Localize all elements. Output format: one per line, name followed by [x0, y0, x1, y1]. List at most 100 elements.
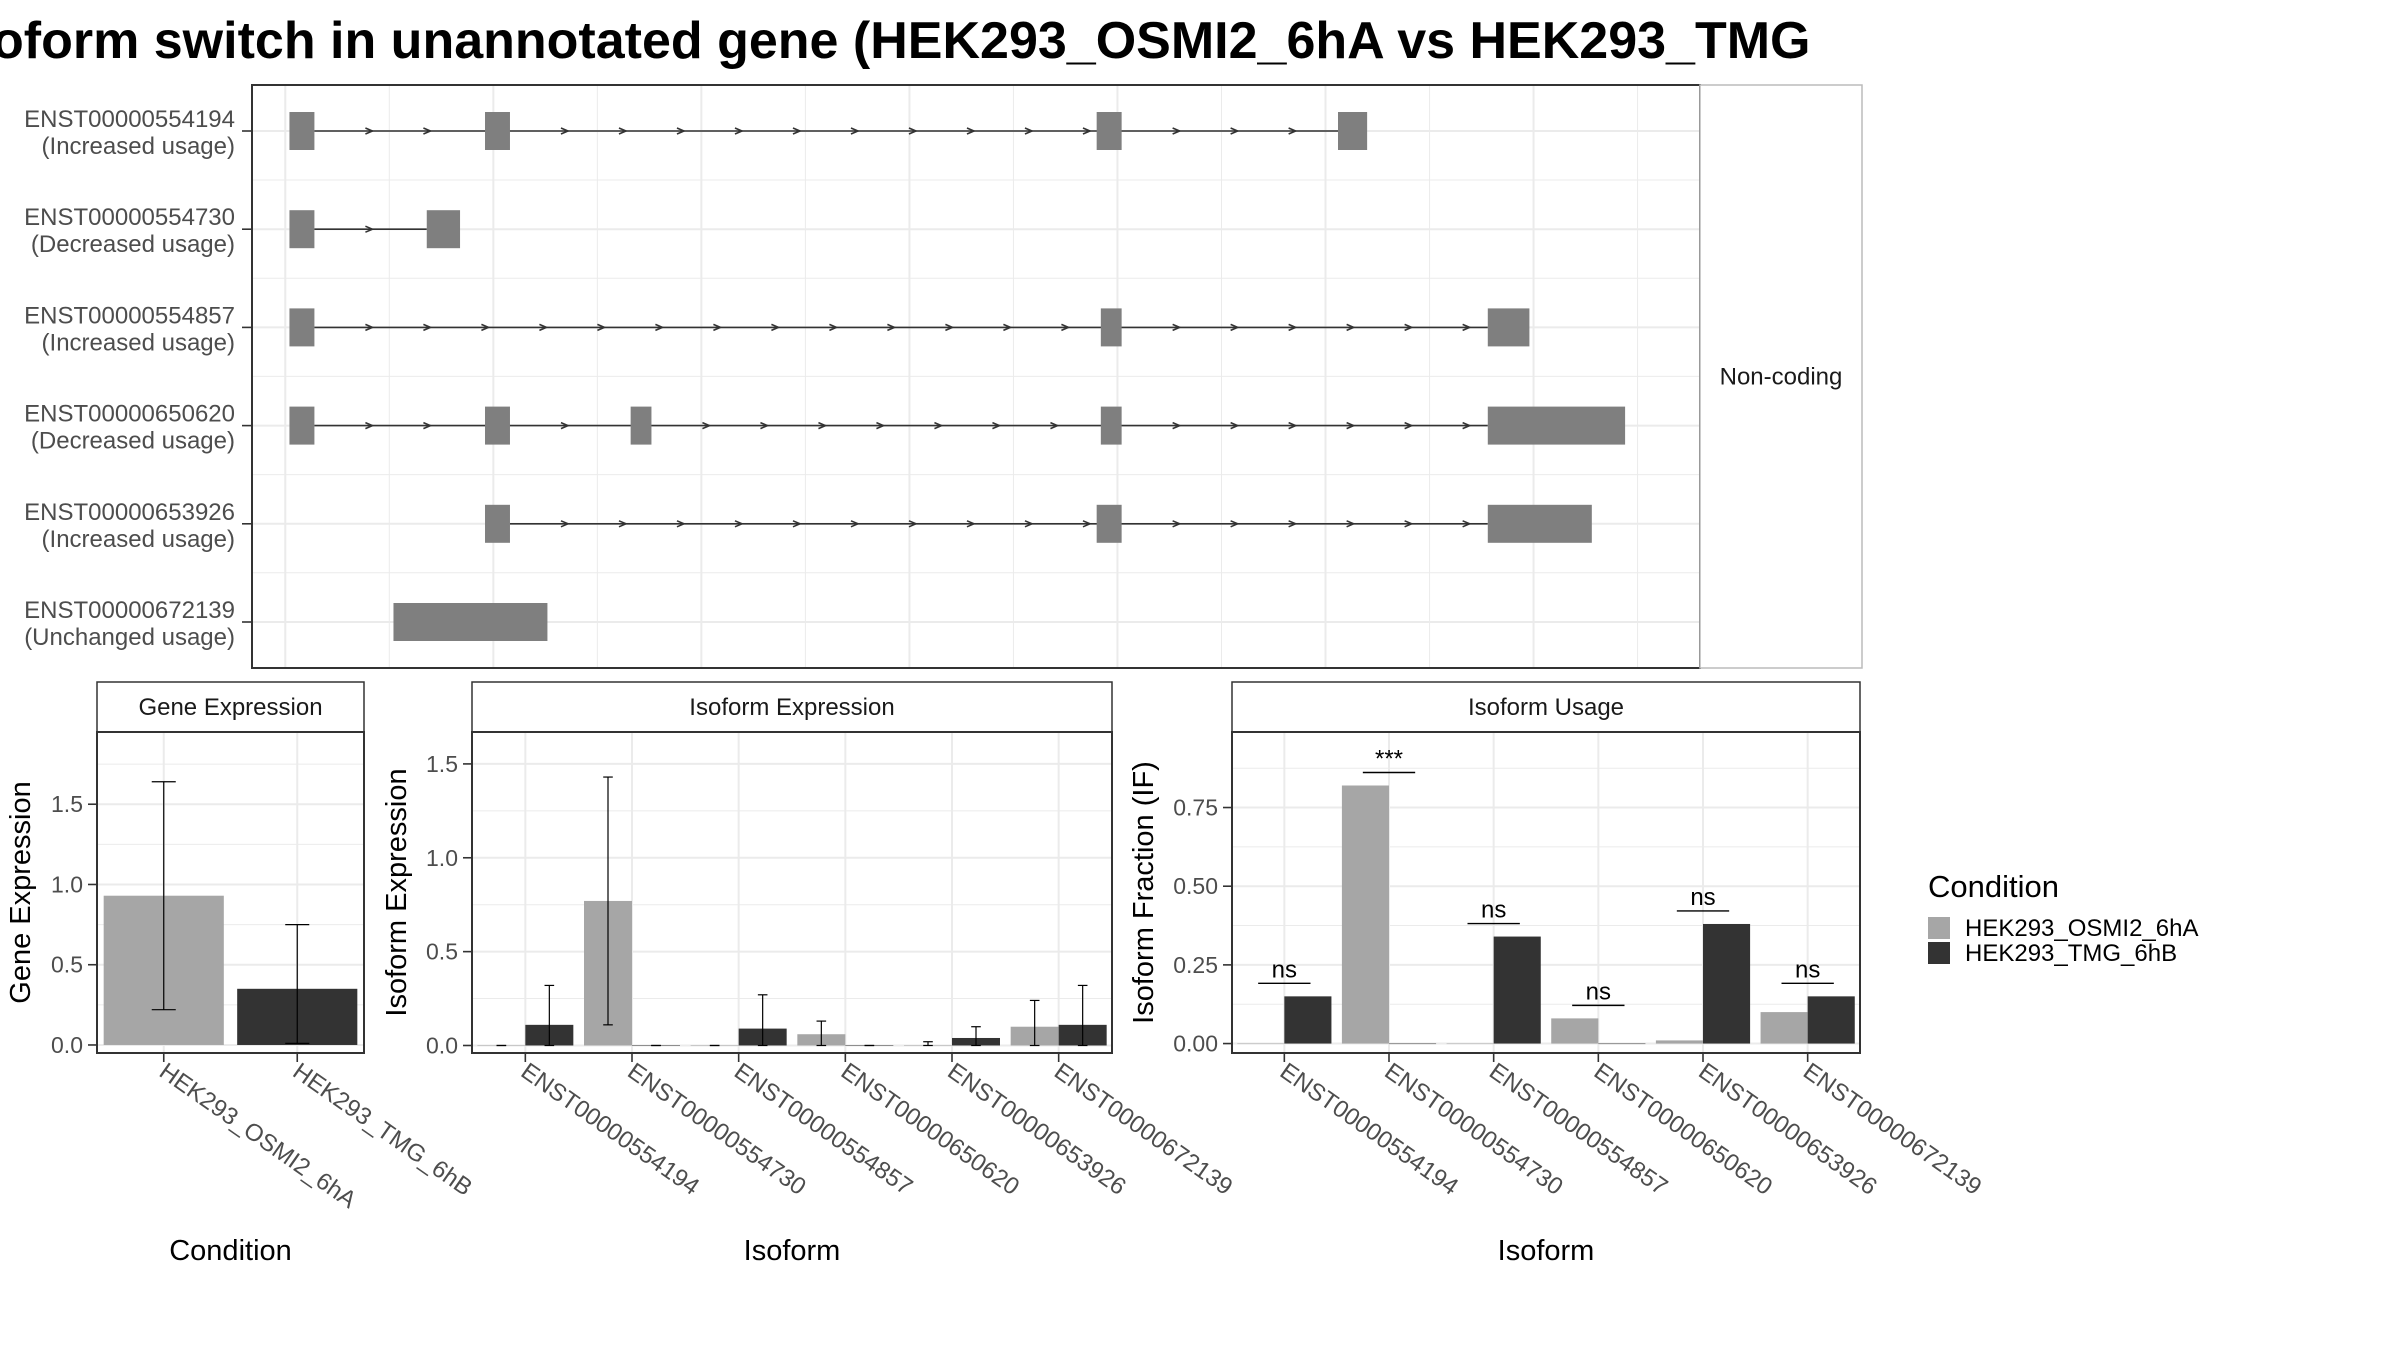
transcript-usage-label: (Decreased usage)	[31, 231, 235, 258]
intron-arrow	[423, 323, 433, 332]
panel-border	[96, 731, 365, 1054]
intron-arrow	[655, 323, 665, 332]
exon-block	[393, 603, 548, 641]
intron-arrow	[734, 127, 745, 135]
legend-title: Condition	[1928, 869, 2059, 904]
data-bar	[1703, 923, 1751, 1044]
panel-strip	[471, 681, 1113, 733]
facet-strip	[1699, 84, 1863, 669]
intron-arrow	[908, 127, 919, 135]
panel-border	[471, 731, 1113, 1054]
intron-arrow	[1003, 323, 1013, 332]
intron-arrow	[713, 323, 723, 332]
intron-arrow	[365, 225, 375, 233]
intron-arrow	[966, 520, 977, 528]
x-tick-label: ENST00000554730	[623, 1058, 811, 1201]
y-tick-label: 0.25	[1173, 952, 1218, 978]
panel-border	[1231, 731, 1861, 1054]
intron-arrow	[1024, 127, 1035, 135]
significance-label: ns	[1272, 956, 1297, 983]
intron-arrow	[1230, 127, 1240, 135]
data-bar	[1760, 1012, 1808, 1044]
exon-block	[1096, 112, 1122, 150]
x-tick-label: ENST00000554194	[1275, 1058, 1463, 1201]
significance-label: ns	[1690, 884, 1715, 911]
intron-arrow	[792, 520, 803, 528]
intron-arrow	[1346, 421, 1356, 430]
significance-label: ns	[1481, 897, 1506, 924]
exon-block	[1487, 504, 1592, 543]
x-tick-label: ENST00000672139	[1049, 1058, 1237, 1201]
exon-block	[289, 406, 315, 445]
intron-arrow	[829, 323, 839, 332]
legend-swatch	[1928, 942, 1950, 964]
y-tick-label: 0.50	[1173, 873, 1218, 899]
exon-block	[1096, 504, 1122, 543]
y-tick-label: 0.0	[426, 1032, 458, 1058]
intron-arrow	[618, 520, 629, 528]
intron-arrow	[676, 127, 687, 135]
intron-arrow	[423, 421, 433, 430]
panel-strip-label: Gene Expression	[138, 694, 322, 721]
intron-arrow	[1172, 520, 1182, 528]
intron-arrow	[1462, 421, 1472, 430]
transcript-usage-label: (Decreased usage)	[31, 428, 235, 455]
intron-arrow	[1172, 421, 1182, 430]
intron-arrow	[818, 421, 828, 430]
x-tick-label: ENST00000672139	[1798, 1058, 1986, 1201]
y-tick-label: 0.0	[51, 1032, 83, 1058]
transcript-id-label: ENST00000672139	[24, 597, 235, 624]
intron-arrow	[1462, 520, 1472, 528]
intron-arrow	[1346, 323, 1356, 332]
x-axis-title: Isoform	[744, 1235, 841, 1267]
intron-arrow	[1462, 323, 1472, 332]
intron-arrow	[1230, 421, 1240, 430]
x-tick-label: ENST00000650620	[1589, 1058, 1777, 1201]
intron-arrow	[1288, 323, 1298, 332]
panel-strip-label: Isoform Expression	[689, 694, 894, 721]
intron-arrow	[1404, 323, 1414, 332]
exon-block	[1100, 406, 1122, 445]
intron-arrow	[560, 421, 571, 430]
data-bar	[1284, 996, 1332, 1044]
exon-block	[426, 210, 461, 249]
intron-arrow	[560, 127, 571, 135]
intron-arrow	[676, 520, 687, 528]
significance-label: ns	[1586, 978, 1611, 1005]
data-bar	[1237, 1043, 1285, 1045]
y-tick-label: 0.00	[1173, 1031, 1218, 1057]
intron-arrow	[702, 421, 712, 430]
intron-arrow	[597, 323, 607, 332]
exon-block	[1338, 112, 1368, 150]
exon-block	[289, 308, 315, 347]
x-tick-label: ENST00000554730	[1380, 1058, 1568, 1201]
transcript-id-label: ENST00000554730	[24, 204, 235, 231]
isoform-expression-panel: Isoform Expression 0.0 0.5 1.0 1.5 ENST000005…	[381, 681, 1237, 1267]
significance-label: ***	[1375, 746, 1403, 773]
facet-strip-label: Non-coding	[1720, 364, 1843, 391]
intron-arrow	[1172, 323, 1182, 332]
data-bar	[1389, 1043, 1437, 1045]
data-bar	[1598, 1043, 1646, 1045]
intron-arrow	[1082, 520, 1093, 528]
x-tick-label: ENST00000650620	[836, 1058, 1024, 1201]
intron-arrow	[992, 421, 1002, 430]
gene-structure-panel: ENST00000554194(Increased usage)ENST0000…	[24, 84, 1863, 669]
intron-arrow	[792, 127, 803, 135]
exon-block	[630, 406, 652, 445]
intron-arrow	[1061, 323, 1071, 332]
intron-arrow	[966, 127, 977, 135]
y-tick-label: 1.0	[426, 845, 458, 871]
exon-block	[485, 112, 510, 150]
x-tick-label: ENST00000554857	[729, 1058, 917, 1201]
intron-arrow	[1050, 421, 1060, 430]
intron-arrow	[1172, 127, 1182, 135]
intron-arrow	[1404, 421, 1414, 430]
intron-arrow	[1288, 127, 1298, 135]
significance-label: ns	[1795, 956, 1820, 983]
y-tick-label: 0.75	[1173, 795, 1218, 821]
intron-arrow	[539, 323, 549, 332]
intron-arrow	[1024, 520, 1035, 528]
